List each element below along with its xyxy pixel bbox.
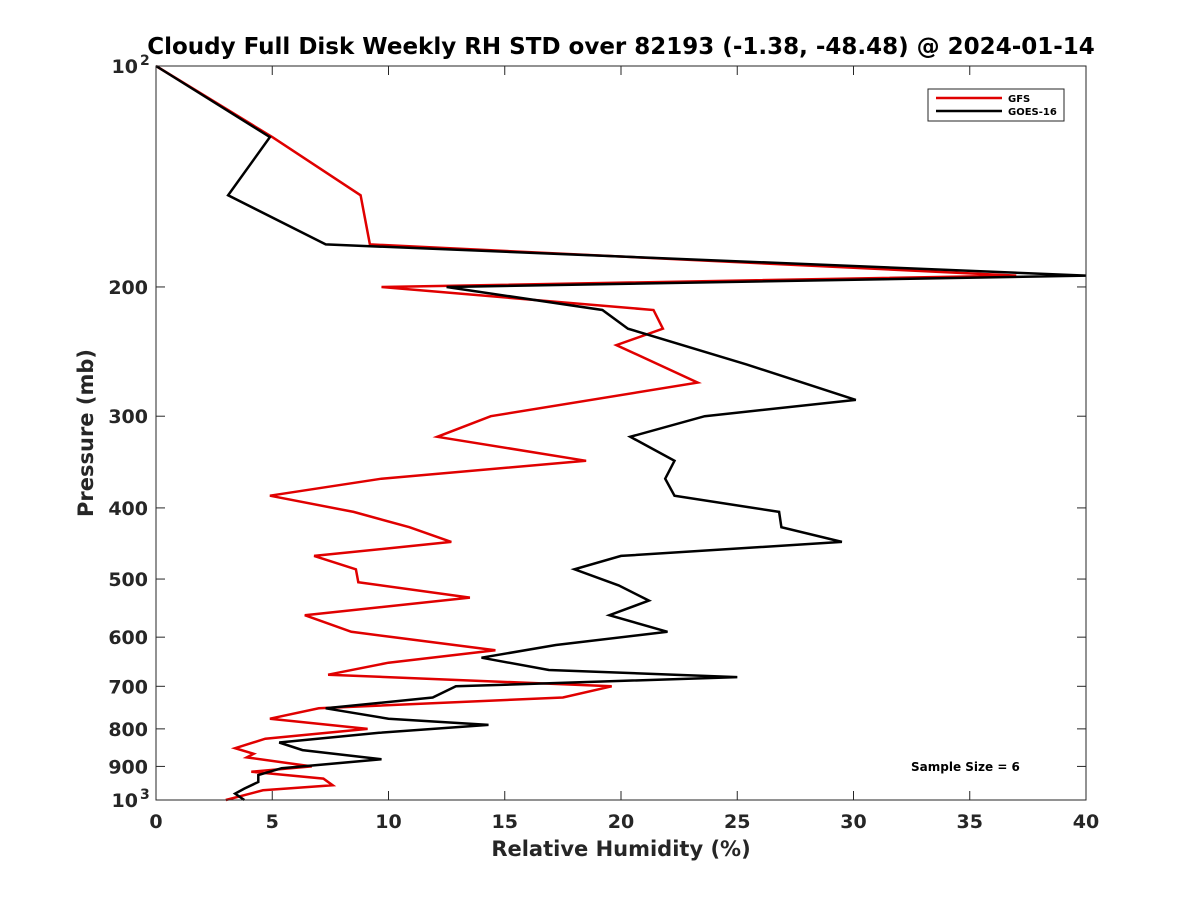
legend-label-goes16: GOES-16 — [1008, 107, 1057, 118]
y-tick-label: 600 — [108, 627, 148, 649]
legend: GFS GOES-16 — [927, 88, 1065, 122]
x-tick-label: 5 — [266, 811, 279, 833]
y-tick-label: 10 — [112, 790, 138, 812]
legend-box — [927, 88, 1065, 122]
y-tick-label: 700 — [108, 676, 148, 698]
chart-title: Cloudy Full Disk Weekly RH STD over 8219… — [147, 34, 1095, 60]
y-tick-exponent: 3 — [140, 787, 150, 803]
x-tick-label: 30 — [840, 811, 866, 833]
series-line-gfs — [155, 64, 1017, 802]
x-axis: 0 5 10 15 20 25 30 35 40 — [149, 66, 1099, 833]
y-tick-label: 500 — [108, 569, 148, 591]
x-tick-label: 10 — [375, 811, 401, 833]
y-tick-exponent: 2 — [140, 53, 150, 69]
x-tick-label: 35 — [957, 811, 983, 833]
x-tick-label: 40 — [1073, 811, 1099, 833]
series-line-goes16 — [155, 64, 1087, 802]
x-tick-label: 20 — [608, 811, 634, 833]
y-tick-label: 300 — [108, 406, 148, 428]
x-tick-label: 25 — [724, 811, 750, 833]
y-tick-label: 800 — [108, 719, 148, 741]
plot-frame — [155, 65, 1087, 801]
plot-lines — [155, 64, 1087, 802]
axes — [155, 65, 1087, 801]
y-axis-label: Pressure (mb) — [74, 349, 98, 517]
x-axis-label: Relative Humidity (%) — [491, 837, 750, 861]
y-tick-label: 400 — [108, 498, 148, 520]
y-tick-label: 10 — [112, 56, 138, 78]
x-tick-label: 0 — [149, 811, 162, 833]
y-tick-label: 900 — [108, 756, 148, 778]
sample-size-annotation: Sample Size = 6 — [911, 760, 1020, 774]
x-tick-label: 15 — [492, 811, 518, 833]
legend-label-gfs: GFS — [1008, 94, 1030, 105]
y-tick-label: 200 — [108, 277, 148, 299]
